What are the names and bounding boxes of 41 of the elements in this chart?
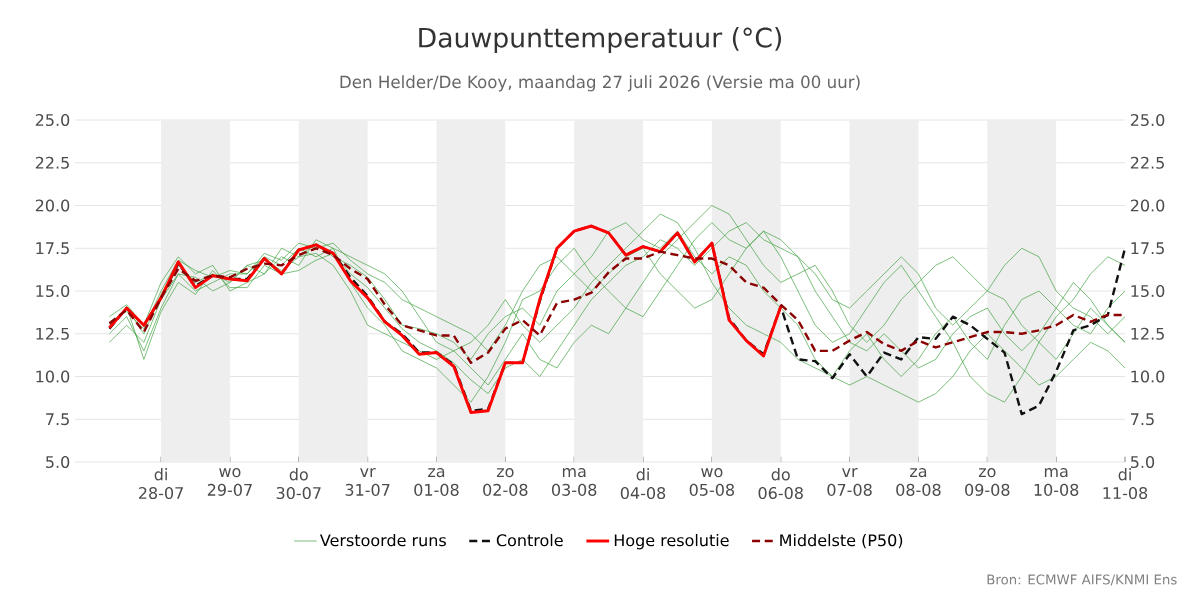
chart-subtitle: Den Helder/De Kooy, maandag 27 juli 2026 (Versie ma 00 uur)	[340, 75, 860, 92]
y-tick-label: 20.0	[35, 199, 70, 212]
y2-tick-label: 7.5	[1131, 413, 1154, 426]
x-tick-label: di 04-08	[620, 468, 666, 500]
x-tick-label: vr 07-08	[827, 468, 872, 496]
y2-tick-label: 15.0	[1131, 284, 1165, 298]
y2-tick-label: 17.5	[1131, 242, 1164, 255]
y2-tick-label: 22.5	[1130, 156, 1164, 169]
y-tick-label: 15.0	[36, 284, 70, 298]
legend-label: Controle	[496, 533, 563, 547]
x-tick-label: di 11-08	[1103, 468, 1148, 500]
x-tick-label: vr 31-07	[345, 468, 390, 496]
x-tick-label: za 08-08	[896, 468, 941, 496]
y-tick-label: 10.0	[36, 370, 70, 383]
text: Bron: ECMWF AIFS/KNMI Ens	[987, 574, 1177, 586]
y-tick-label: 22.5	[35, 156, 69, 169]
x-tick-label: wo 05-08	[689, 468, 735, 496]
x-tick-label: za 01-08	[414, 468, 459, 496]
x-tick-label: zo 09-08	[965, 468, 1010, 496]
y2-tick-label: 12.5	[1131, 327, 1164, 340]
y-tick-label: 25.0	[35, 113, 70, 127]
y-tick-label: 7.5	[46, 413, 69, 426]
y2-tick-label: 20.0	[1130, 199, 1165, 212]
y2-tick-label: 5.0	[1130, 455, 1155, 469]
line-series	[107, 224, 783, 414]
legend-label: Middelste (P50)	[780, 533, 903, 549]
legend-label: Verstoorde runs	[319, 533, 446, 547]
y2-tick-label: 25.0	[1130, 113, 1165, 127]
x-tick-label: do 30-07	[276, 468, 321, 500]
x-tick-label: zo 02-08	[483, 468, 528, 496]
y-tick-label: 12.5	[36, 327, 69, 340]
y-tick-label: 5.0	[46, 455, 70, 469]
y2-tick-label: 10.0	[1131, 370, 1165, 383]
x-tick-label: ma 03-08	[551, 468, 597, 496]
legend-label: Hoge resolutie	[614, 533, 729, 550]
x-tick-label: di 28-07	[138, 468, 183, 500]
x-tick-label: ma 10-08	[1034, 468, 1079, 496]
chart-title: Dauwpunttemperatuur (°C)	[419, 27, 782, 53]
y-tick-label: 17.5	[36, 242, 69, 255]
x-tick-label: do 06-08	[758, 468, 803, 500]
x-tick-label: wo 29-07	[207, 468, 252, 496]
